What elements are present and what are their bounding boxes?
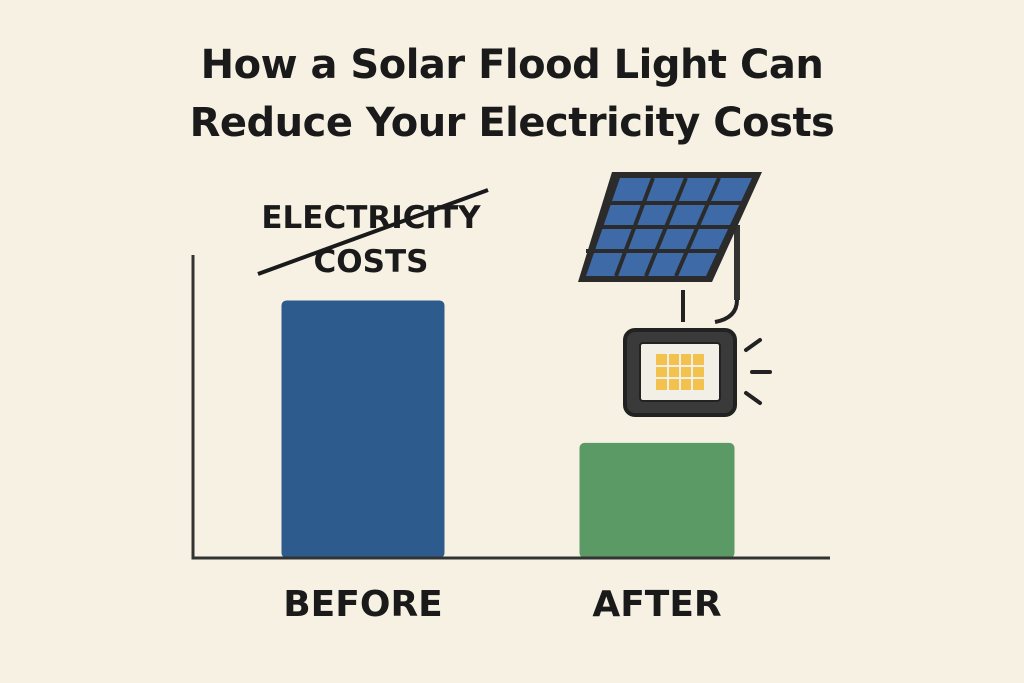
- chart-title: How a Solar Flood Light Can Reduce Your …: [189, 42, 835, 146]
- bar: [281, 300, 445, 558]
- solar-light-illustration: [578, 172, 772, 417]
- annotation: ELECTRICITY COSTS: [261, 200, 481, 280]
- strike-line: [257, 188, 489, 276]
- x-tick-label: AFTER: [592, 584, 721, 625]
- x-tick-label: BEFORE: [283, 584, 443, 625]
- bar: [579, 442, 735, 558]
